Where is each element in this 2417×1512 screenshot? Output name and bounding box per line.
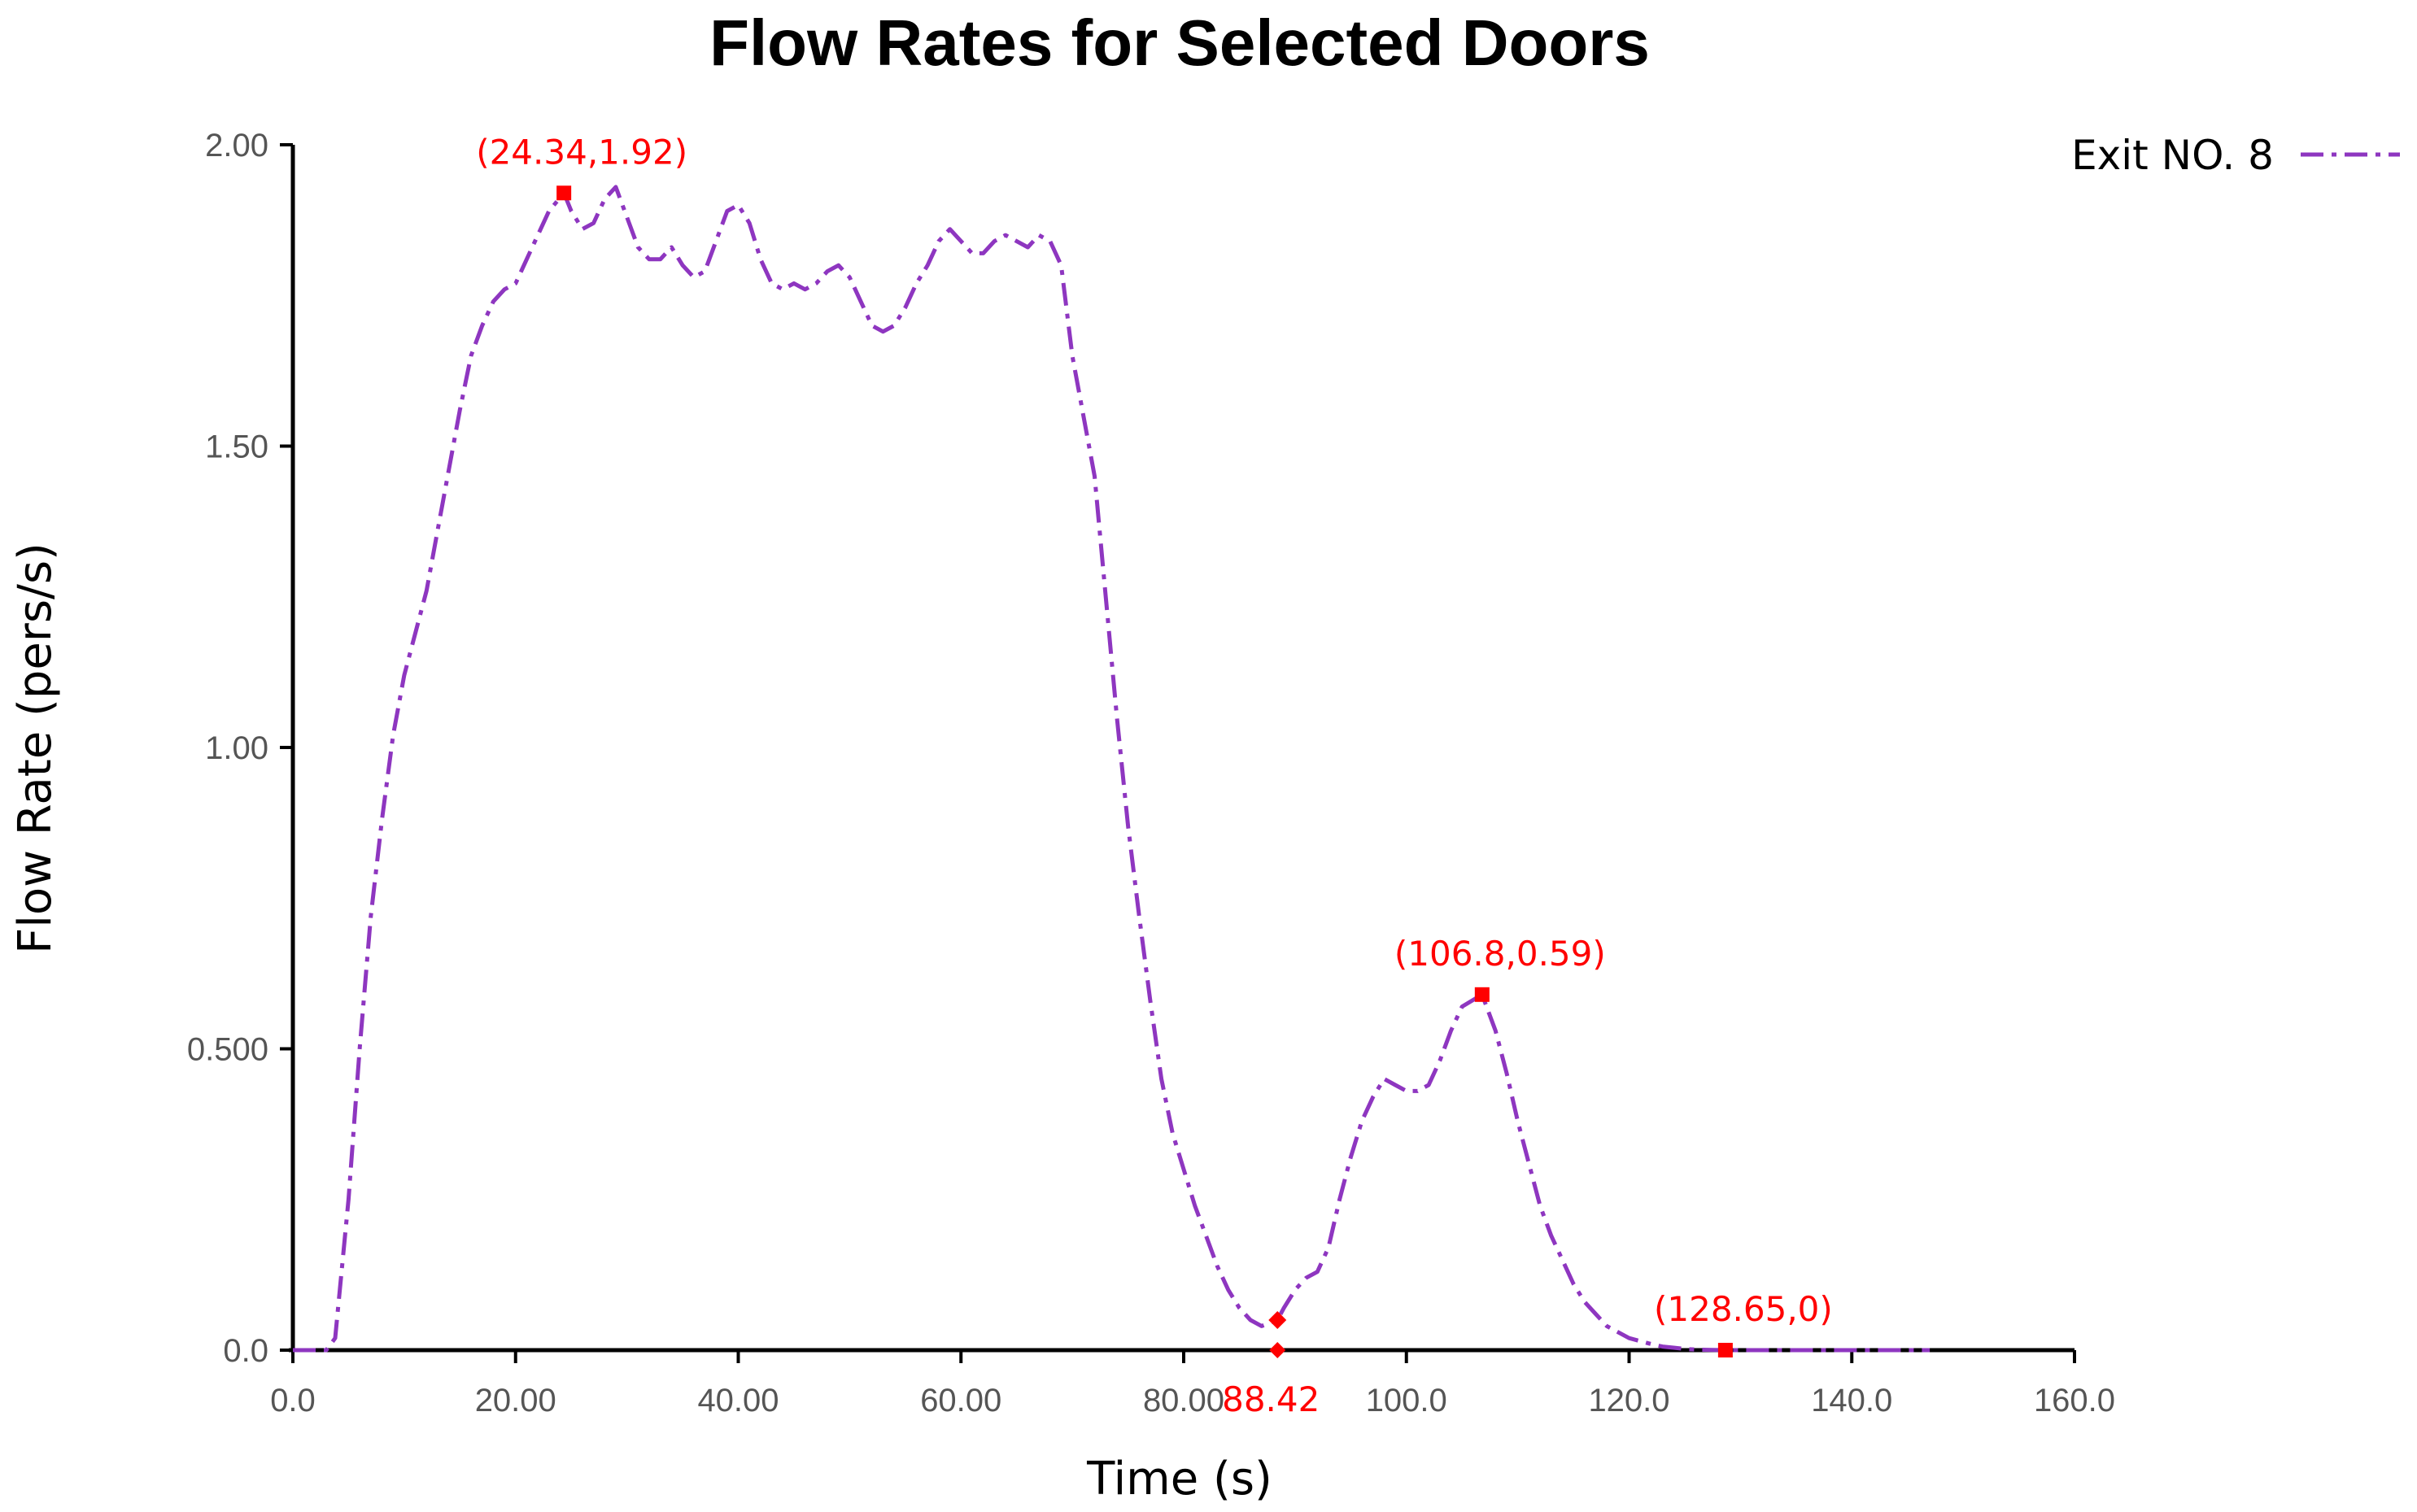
x-tick-label: 20.00 (475, 1383, 556, 1418)
y-tick-label: 2.00 (205, 128, 268, 163)
annotation-marker-diamond (1268, 1310, 1287, 1329)
annotation-marker-square (1717, 1343, 1733, 1357)
x-tick-label: 160.0 (2034, 1383, 2115, 1418)
annotation-label: 88.42 (1222, 1379, 1320, 1419)
x-ticks: 0.0 20.00 40.00 60.00 80.00 100.0 120.0 140.0 16… (270, 1350, 2115, 1418)
plot-area: 0.0 20.00 40.00 60.00 80.00 100.0 120.0 140.0 16… (187, 128, 2115, 1419)
annotation-label: (128.65,0) (1654, 1289, 1833, 1329)
series-layer (293, 185, 1931, 1353)
y-axis-label: Flow Rate (pers/s) (9, 542, 62, 954)
annotation-marker-square (556, 185, 572, 201)
annotation-label: (106.8,0.59) (1394, 934, 1606, 974)
x-tick-label: 80.00 (1143, 1383, 1224, 1418)
series-line-exit-no-8 (293, 185, 1931, 1353)
x-tick-label: 0.0 (270, 1383, 316, 1418)
x-tick-label: 60.00 (920, 1383, 1001, 1418)
legend: Exit NO. 8 (2071, 132, 2400, 179)
legend-label-exit-no-8: Exit NO. 8 (2071, 132, 2274, 179)
x-tick-label: 140.0 (1811, 1383, 1892, 1418)
y-tick-label: 0.500 (187, 1032, 268, 1068)
y-tick-label: 1.00 (205, 730, 268, 766)
chart-title: Flow Rates for Selected Doors (709, 7, 1650, 79)
y-tick-label: 1.50 (205, 429, 268, 465)
annotation-marker-axis-diamond (1269, 1342, 1286, 1358)
y-tick-label: 0.0 (223, 1333, 268, 1369)
x-tick-label: 40.00 (697, 1383, 779, 1418)
y-ticks: 0.0 0.500 1.00 1.50 2.00 (187, 128, 293, 1369)
x-tick-label: 100.0 (1366, 1383, 1447, 1418)
annotation-layer: (24.34,1.92) 88.42 (106.8,0.59) (128.65,0) (476, 132, 1833, 1419)
annotation-label: (24.34,1.92) (476, 132, 687, 172)
x-axis-label: Time (s) (1086, 1453, 1272, 1505)
annotation-marker-square (1474, 987, 1490, 1002)
x-tick-label: 120.0 (1588, 1383, 1669, 1418)
